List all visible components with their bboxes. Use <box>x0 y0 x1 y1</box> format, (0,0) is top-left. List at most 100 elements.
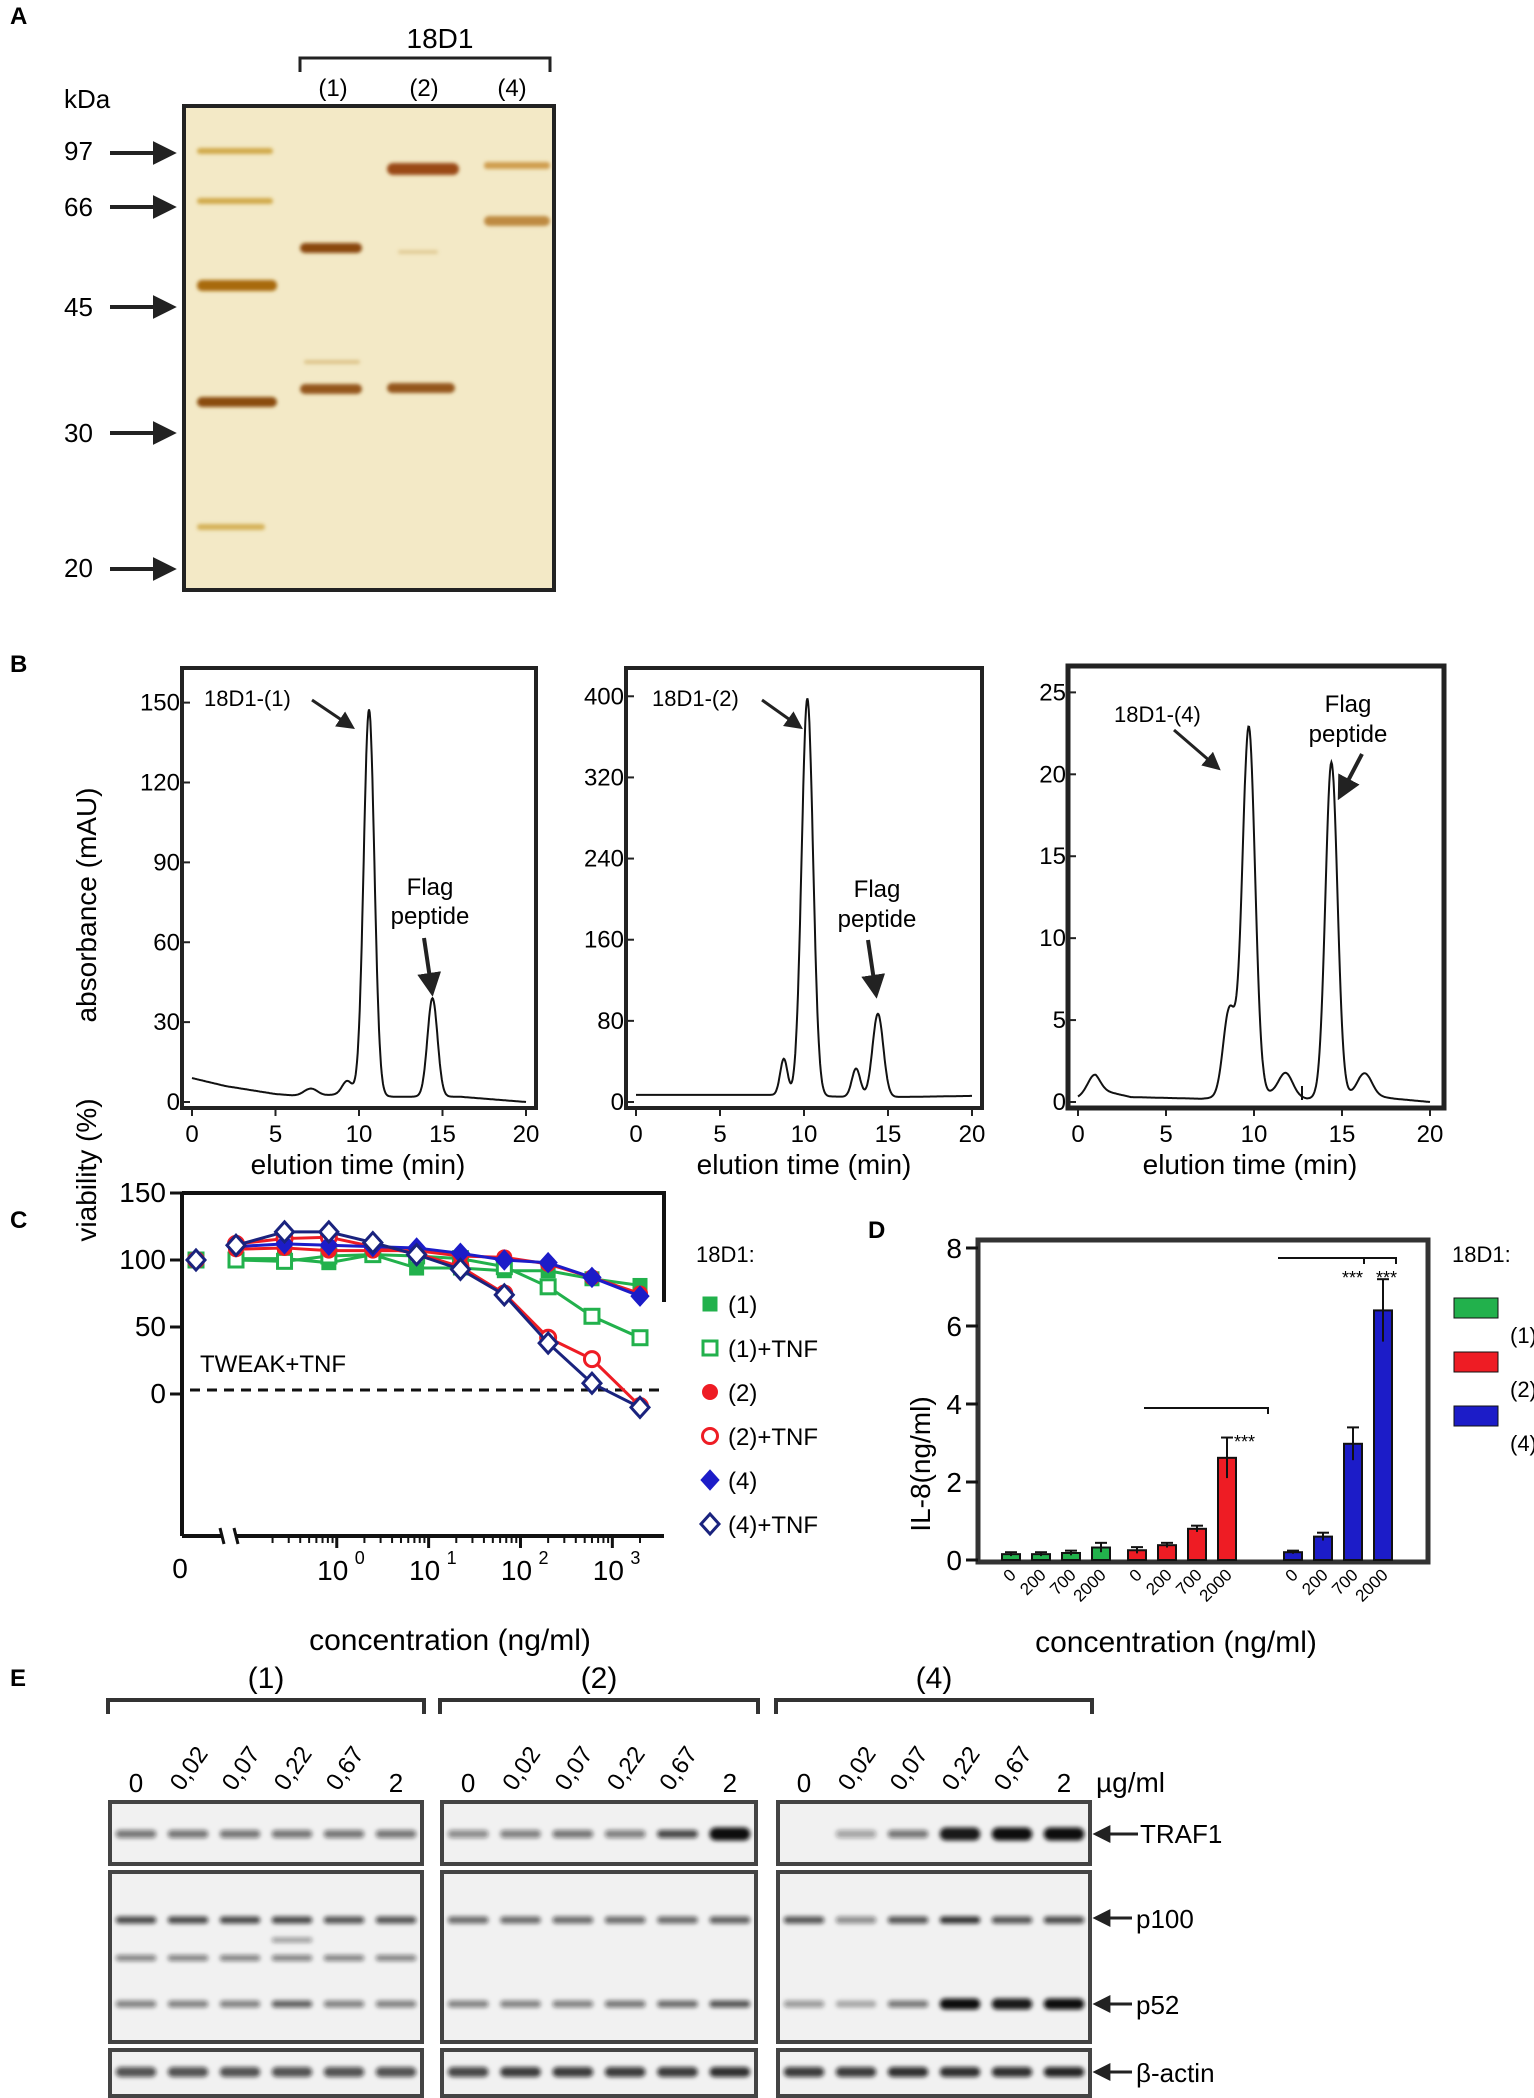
x-tick-label: 10 <box>409 1555 440 1586</box>
protein-band <box>835 2067 877 2077</box>
blot-membrane <box>776 1800 1092 1866</box>
flag-arrow <box>1337 753 1364 801</box>
y-tick-label: 400 <box>584 683 624 710</box>
chromatogram-axis-ticks: 0 30 60 90 120 150 0 5 10 15 20 <box>140 690 539 1148</box>
protein-band <box>375 2067 417 2077</box>
protein-band <box>167 1916 209 1924</box>
lane-label: 0,07 <box>885 1742 934 1796</box>
lane-label: 0,22 <box>602 1742 651 1796</box>
lane-label: 0,02 <box>497 1742 546 1796</box>
panel-c: C viability (%) concentration (ng/ml) 15… <box>10 1098 818 1657</box>
protein-label-actin: β-actin <box>1136 2058 1215 2088</box>
protein-band <box>991 1916 1033 1924</box>
legend-label: (2) <box>1510 1377 1534 1402</box>
series-marker <box>631 1329 649 1347</box>
significance-brackets: *** *** *** <box>1144 1257 1397 1452</box>
d-xlabel: concentration (ng/ml) <box>1035 1626 1317 1659</box>
chromatogram-2: 0 80 160 240 320 400 0 5 10 15 20 18D1-(2) Flag pe… <box>584 666 985 1180</box>
flag-label: Flag <box>854 876 901 903</box>
protein-band <box>375 1830 417 1838</box>
y-tick-label: 20 <box>1039 761 1066 788</box>
x-tick-label: 2000 <box>1352 1565 1392 1605</box>
series-marker <box>583 1307 601 1325</box>
axis-break <box>232 1527 240 1545</box>
protein-band <box>657 2000 698 2008</box>
x-tick-label: 5 <box>269 1121 282 1148</box>
panel-letter-d: D <box>868 1217 885 1244</box>
y-tick-label: 15 <box>1039 843 1066 870</box>
protein-band <box>552 1916 594 1924</box>
protein-band <box>1043 1827 1085 1841</box>
protein-band <box>991 1827 1033 1841</box>
x-tick-label: 5 <box>1159 1121 1172 1148</box>
series-line <box>235 1253 641 1340</box>
legend-marker <box>701 1339 719 1357</box>
peak-label: 18D1-(1) <box>204 686 291 711</box>
legend-title: 18D1: <box>1452 1242 1511 1267</box>
c-ylabel: viability (%) <box>71 1098 102 1241</box>
protein-band <box>500 2000 541 2008</box>
legend-label: (1)+TNF <box>728 1336 818 1363</box>
protein-band <box>887 1830 929 1838</box>
blot-membrane <box>440 1800 758 1866</box>
series-marker <box>628 1395 652 1420</box>
x-tick-label: 10 <box>317 1555 348 1586</box>
flag-label: peptide <box>391 903 470 930</box>
x-tick-label: 20 <box>1417 1121 1444 1148</box>
protein-band <box>991 2067 1033 2077</box>
protein-band <box>604 1916 646 1924</box>
viability-series <box>184 1219 652 1420</box>
blot-membrane <box>776 2048 1092 2098</box>
bracket-label: 18D1 <box>407 23 474 54</box>
legend-label: (4)+TNF <box>728 1512 818 1539</box>
group-bracket <box>106 1698 426 1714</box>
c-xlabel: concentration (ng/ml) <box>309 1624 591 1657</box>
protein-band <box>375 1916 417 1924</box>
protein-band <box>657 1916 698 1924</box>
protein-band <box>323 2067 365 2077</box>
protein-band <box>835 2000 877 2008</box>
plot-frame <box>975 1237 1431 1565</box>
x-tick-label: 15 <box>429 1121 456 1148</box>
protein-band <box>271 2067 313 2077</box>
series-marker <box>494 1249 515 1271</box>
x-tick-label: 10 <box>346 1121 373 1148</box>
protein-band <box>115 1955 157 1961</box>
peak-label: 18D1-(4) <box>1114 702 1201 727</box>
protein-band <box>709 2000 751 2008</box>
y-tick-label: 2 <box>946 1467 962 1498</box>
y-tick-label: 60 <box>153 929 180 956</box>
series-marker <box>580 1371 603 1396</box>
x-tick-label: 0 <box>1126 1565 1146 1585</box>
protein-band <box>167 2067 209 2077</box>
series-marker <box>184 1247 208 1273</box>
protein-band <box>219 1955 261 1961</box>
y-tick-label: 0 <box>611 1089 624 1116</box>
il8-bar <box>1187 1527 1207 1562</box>
protein-band <box>783 2067 825 2077</box>
group-label: (1) <box>248 1662 285 1695</box>
panel-a: A 18D1 (1) (2) (4) kDa 97 <box>10 3 556 592</box>
group-label: (2) <box>581 1662 618 1695</box>
y-tick-label: 50 <box>135 1311 166 1342</box>
protein-band <box>219 2000 261 2008</box>
lane-label: 0,67 <box>989 1742 1038 1796</box>
il8-bars <box>1001 1278 1393 1562</box>
significance-bracket <box>1144 1407 1269 1414</box>
legend-marker <box>702 1384 718 1400</box>
blot-membrane <box>108 1800 424 1866</box>
legend-marker <box>702 1296 718 1312</box>
x-tick-label: 15 <box>1329 1121 1356 1148</box>
y-tick-label: 150 <box>119 1177 166 1208</box>
series-marker <box>630 1285 650 1307</box>
blot-membrane <box>440 2048 758 2098</box>
chromatogram-frame <box>1065 663 1447 1111</box>
b-ylabel: absorbance (mAU) <box>71 788 102 1023</box>
flag-label: Flag <box>407 874 454 901</box>
y-tick-label: 100 <box>119 1244 166 1275</box>
y-tick-label: 0 <box>946 1545 962 1576</box>
il8-bar <box>1343 1442 1363 1562</box>
flag-arrow <box>861 939 886 999</box>
axis-break <box>218 1527 226 1545</box>
